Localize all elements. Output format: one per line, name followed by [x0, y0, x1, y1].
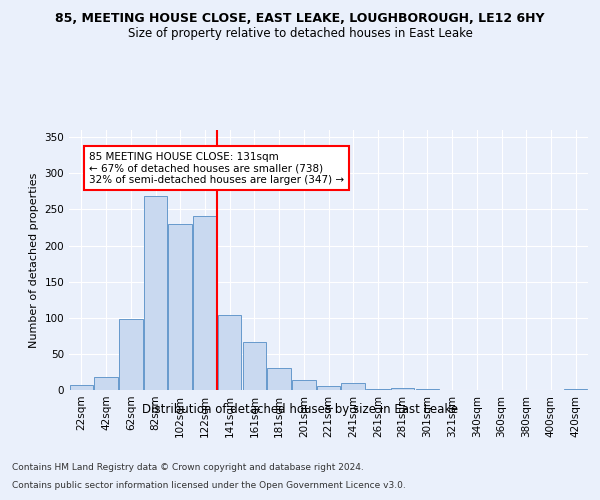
Bar	[416, 388, 439, 390]
Bar	[317, 386, 340, 390]
Bar	[119, 318, 143, 390]
Text: 85 MEETING HOUSE CLOSE: 131sqm
← 67% of detached houses are smaller (738)
32% of: 85 MEETING HOUSE CLOSE: 131sqm ← 67% of …	[89, 152, 344, 185]
Bar	[218, 315, 241, 390]
Bar	[242, 342, 266, 390]
Bar	[144, 196, 167, 390]
Bar	[193, 216, 217, 390]
Bar	[169, 224, 192, 390]
Bar	[391, 388, 415, 390]
Text: Distribution of detached houses by size in East Leake: Distribution of detached houses by size …	[142, 402, 458, 415]
Bar	[366, 388, 389, 390]
Text: Contains public sector information licensed under the Open Government Licence v3: Contains public sector information licen…	[12, 481, 406, 490]
Text: Contains HM Land Registry data © Crown copyright and database right 2024.: Contains HM Land Registry data © Crown c…	[12, 464, 364, 472]
Bar	[341, 383, 365, 390]
Y-axis label: Number of detached properties: Number of detached properties	[29, 172, 39, 348]
Bar	[268, 368, 291, 390]
Bar	[70, 385, 93, 390]
Bar	[564, 388, 587, 390]
Bar	[94, 377, 118, 390]
Text: Size of property relative to detached houses in East Leake: Size of property relative to detached ho…	[128, 28, 472, 40]
Bar	[292, 380, 316, 390]
Text: 85, MEETING HOUSE CLOSE, EAST LEAKE, LOUGHBOROUGH, LE12 6HY: 85, MEETING HOUSE CLOSE, EAST LEAKE, LOU…	[55, 12, 545, 26]
